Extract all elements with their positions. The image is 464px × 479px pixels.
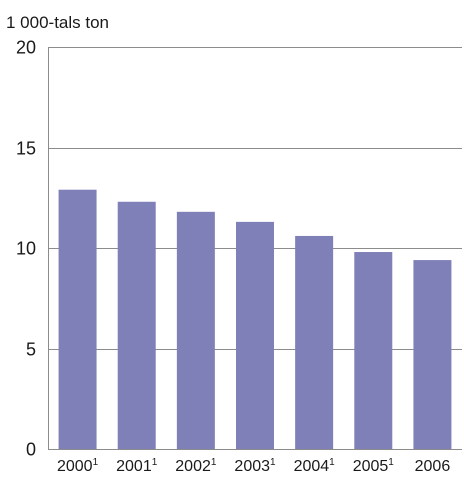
x-category-year: 2000 [57,458,93,475]
x-category-year: 2001 [116,458,152,475]
x-category-label: 20031 [234,457,276,475]
x-category-year: 2002 [175,458,211,475]
x-category-footnote-marker: 1 [270,457,276,468]
y-tick-label: 10 [16,239,36,259]
bar-2000 [58,189,97,449]
x-category-year: 2004 [294,458,330,475]
bar-2006 [413,260,452,449]
x-category-label: 20011 [116,457,158,475]
bar-2002 [176,211,215,449]
x-category-footnote-marker: 1 [93,457,99,468]
y-tick-label: 20 [16,38,36,58]
x-category-label: 20041 [294,457,336,475]
x-category-label: 2006 [415,458,451,475]
x-category-label: 20021 [175,457,217,475]
x-category-footnote-marker: 1 [152,457,158,468]
x-category-label: 20001 [57,457,99,475]
bar-2001 [117,201,156,449]
x-category-year: 2005 [353,458,389,475]
y-tick-label: 0 [26,440,36,460]
y-tick-label: 15 [16,139,36,159]
y-tick-label: 5 [26,340,36,360]
bar-2004 [295,235,334,449]
x-category-year: 2006 [415,458,451,475]
x-category-footnote-marker: 1 [329,457,335,468]
x-category-footnote-marker: 1 [388,457,394,468]
x-category-year: 2003 [234,458,270,475]
x-category-label: 20051 [353,457,395,475]
bar-2005 [354,252,393,449]
x-category-footnote-marker: 1 [211,457,217,468]
y-axis-unit-label: 1 000-tals ton [6,13,109,32]
bars [58,189,452,449]
bar-2003 [236,221,274,449]
x-axis-category-labels: 20001 20011 20021 20031 20041 20051 2006 [57,457,450,475]
y-axis-tick-labels: 0 5 10 15 20 [16,38,36,460]
